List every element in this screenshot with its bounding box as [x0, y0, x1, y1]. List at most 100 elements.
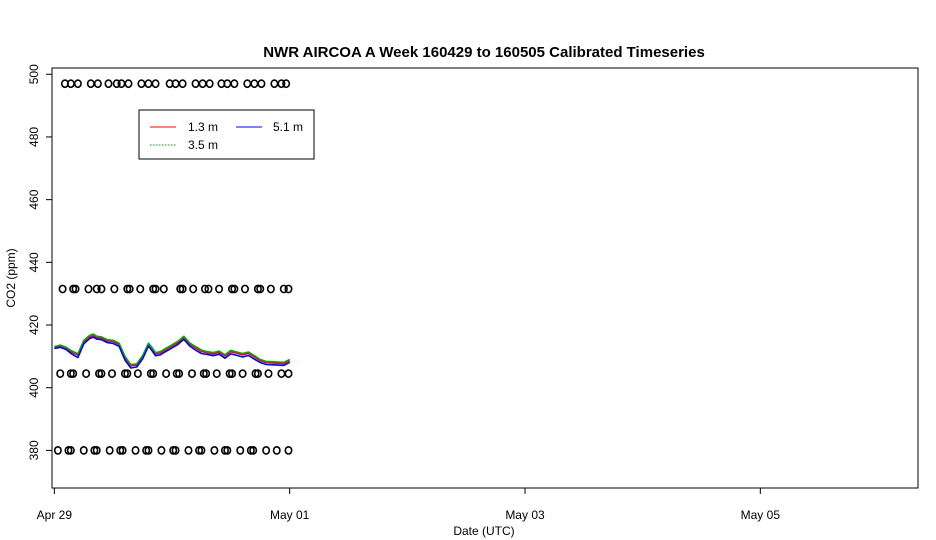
- y-axis: 380 400 420 440 460 480 500: [27, 64, 53, 460]
- marker-row1-point3: [84, 284, 93, 294]
- marker-row2-point7: [120, 369, 129, 378]
- marker-row1-point26: [284, 284, 293, 294]
- marker-row0-point4: [93, 79, 102, 89]
- marker-row3-point12: [157, 445, 166, 455]
- y-tick-label-1: 400: [27, 377, 41, 397]
- marker-row3-point2: [66, 445, 75, 455]
- marker-row2-point3: [82, 369, 91, 378]
- marker-row1-point7: [123, 284, 132, 294]
- series-line-3-5-m: [54, 333, 291, 366]
- marker-row2-point12: [162, 369, 171, 378]
- marker-row1-point18: [215, 284, 224, 294]
- marker-row3-point20: [223, 445, 232, 455]
- marker-row1-point21: [240, 284, 249, 294]
- marker-row2-point16: [199, 369, 208, 378]
- legend-box: [138, 109, 315, 160]
- marker-row3-point19: [220, 445, 229, 455]
- marker-row1-point22: [253, 284, 262, 294]
- x-axis: Apr 29 May 01 May 03 May 05: [37, 487, 781, 522]
- marker-row0-point25: [277, 79, 286, 89]
- marker-row1-point12: [159, 284, 168, 294]
- marker-row1-point19: [228, 284, 237, 294]
- marker-row3-point14: [171, 445, 180, 455]
- marker-row0-point2: [73, 79, 82, 89]
- marker-row2-point15: [188, 369, 197, 378]
- marker-row0-point17: [205, 79, 214, 89]
- marker-row2-point19: [225, 369, 234, 378]
- marker-row0-point22: [250, 79, 259, 89]
- marker-row1-point4: [92, 284, 101, 294]
- y-tick-label-2: 420: [27, 315, 41, 335]
- marker-row3-point26: [284, 445, 293, 455]
- marker-row1-point5: [97, 284, 106, 294]
- marker-row2-point23: [253, 369, 262, 378]
- marker-row2-point11: [149, 369, 158, 378]
- marker-row3-point25: [272, 445, 281, 455]
- marker-row2-point13: [172, 369, 181, 378]
- marker-row3-point11: [144, 445, 153, 455]
- marker-row2-point1: [66, 369, 75, 378]
- marker-row3-point15: [184, 445, 193, 455]
- marker-row2-point22: [251, 369, 260, 378]
- marker-row0-point6: [112, 79, 121, 89]
- marker-row1-point14: [178, 284, 187, 294]
- marker-row1-point25: [279, 284, 288, 294]
- marker-row2-point26: [284, 369, 293, 378]
- marker-row2-point8: [123, 369, 132, 378]
- y-tick-label-5: 480: [27, 127, 41, 147]
- marker-row2-point25: [277, 369, 286, 378]
- series-line-1-3-m: [54, 334, 291, 367]
- marker-row3-point18: [210, 445, 219, 455]
- marker-row2-point18: [212, 369, 221, 378]
- legend: 1.3 m 5.1 m 3.5 m: [138, 109, 315, 160]
- y-tick-label-4: 460: [27, 189, 41, 209]
- y-tick-label-3: 440: [27, 252, 41, 272]
- y-axis-label: CO2 (ppm): [4, 248, 18, 307]
- marker-row3-point0: [53, 445, 62, 455]
- marker-row0-point5: [104, 79, 113, 89]
- marker-row2-point4: [95, 369, 104, 378]
- marker-row2-point21: [238, 369, 247, 378]
- marker-row2-point17: [202, 369, 211, 378]
- marker-row1-point17: [204, 284, 213, 294]
- marker-row2-point0: [56, 369, 65, 378]
- marker-row0-point26: [282, 79, 291, 89]
- marker-row1-point6: [110, 284, 119, 294]
- legend-label-5-1m: 5.1 m: [273, 120, 303, 134]
- marker-row3-point22: [246, 445, 255, 455]
- x-tick-label-1: May 01: [270, 508, 310, 522]
- marker-row0-point21: [243, 79, 252, 89]
- marker-row0-point10: [144, 79, 153, 89]
- marker-row2-point24: [264, 369, 273, 378]
- marker-row3-point13: [169, 445, 178, 455]
- marker-row1-point13: [176, 284, 185, 294]
- marker-row1-point15: [189, 284, 198, 294]
- marker-row2-point20: [228, 369, 237, 378]
- marker-row1-point11: [151, 284, 160, 294]
- marker-row1-point1: [69, 284, 78, 294]
- marker-row3-point21: [236, 445, 245, 455]
- legend-label-3-5m: 3.5 m: [188, 138, 218, 152]
- marker-row3-point5: [92, 445, 101, 455]
- marker-row1-point2: [71, 284, 80, 294]
- marker-row3-point17: [197, 445, 206, 455]
- marker-row1-point10: [149, 284, 158, 294]
- x-tick-label-2: May 03: [505, 508, 545, 522]
- legend-label-1-3m: 1.3 m: [188, 120, 218, 134]
- marker-row1-point9: [136, 284, 145, 294]
- marker-row0-point23: [257, 79, 266, 89]
- marker-row1-point8: [125, 284, 134, 294]
- x-axis-label: Date (UTC): [453, 524, 514, 538]
- marker-row0-point24: [270, 79, 279, 89]
- y-tick-label-6: 500: [27, 64, 41, 84]
- marker-row2-point10: [146, 369, 155, 378]
- marker-row2-point5: [97, 369, 106, 378]
- marker-row3-point7: [116, 445, 125, 455]
- marker-row0-point14: [178, 79, 187, 89]
- series-layer: [54, 333, 291, 369]
- marker-row0-point8: [124, 79, 133, 89]
- marker-row1-point0: [58, 284, 67, 294]
- x-tick-label-3: May 05: [741, 508, 781, 522]
- marker-row3-point8: [118, 445, 127, 455]
